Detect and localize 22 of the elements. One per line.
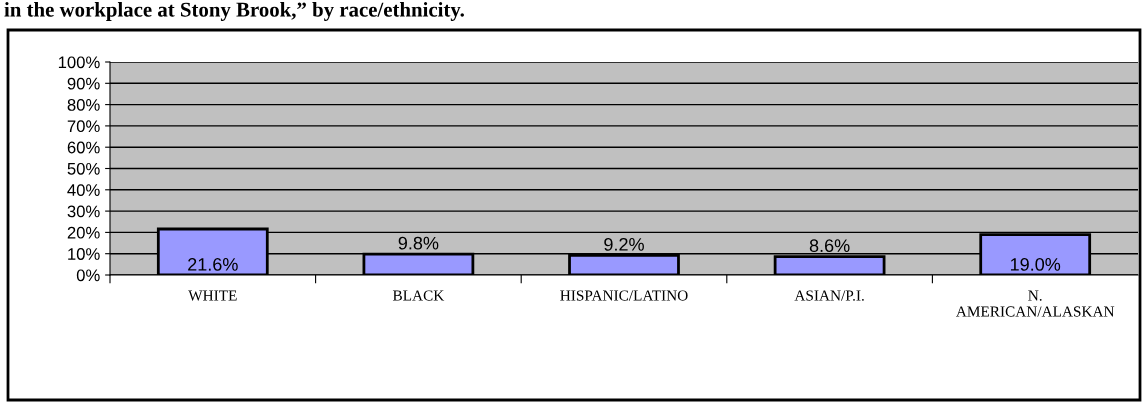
- data-label: 19.0%: [1010, 258, 1061, 271]
- data-label: 21.6%: [188, 258, 238, 271]
- y-tick-label: 60%: [67, 141, 100, 154]
- y-tick-label: 100%: [58, 56, 100, 69]
- y-tick-label: 80%: [67, 99, 100, 111]
- y-tick-label: 30%: [67, 205, 100, 218]
- y-tick-label: 50%: [67, 162, 100, 175]
- x-tick-label: BLACK: [392, 290, 445, 301]
- y-tick-label: 40%: [67, 184, 100, 196]
- y-tick-label: 90%: [67, 77, 100, 90]
- x-tick-label: ASIAN/P.I.: [794, 290, 864, 301]
- y-tick-label: 70%: [67, 120, 100, 133]
- data-label: 8.6%: [809, 239, 850, 253]
- data-label: 9.8%: [398, 236, 439, 250]
- y-tick-label: 10%: [68, 248, 100, 260]
- y-tick-label: 20%: [67, 226, 100, 239]
- y-tick-label: 0%: [76, 269, 100, 282]
- data-label: 9.2%: [604, 237, 644, 251]
- chart-title: in the workplace at Stony Brook,” by race/ethnicity.: [4, 2, 464, 21]
- x-tick-label: WHITE: [188, 290, 237, 301]
- x-tick-label: HISPANIC/LATINO: [560, 290, 688, 301]
- x-tick-label: N. AMERICAN/ALASKAN: [955, 290, 1115, 317]
